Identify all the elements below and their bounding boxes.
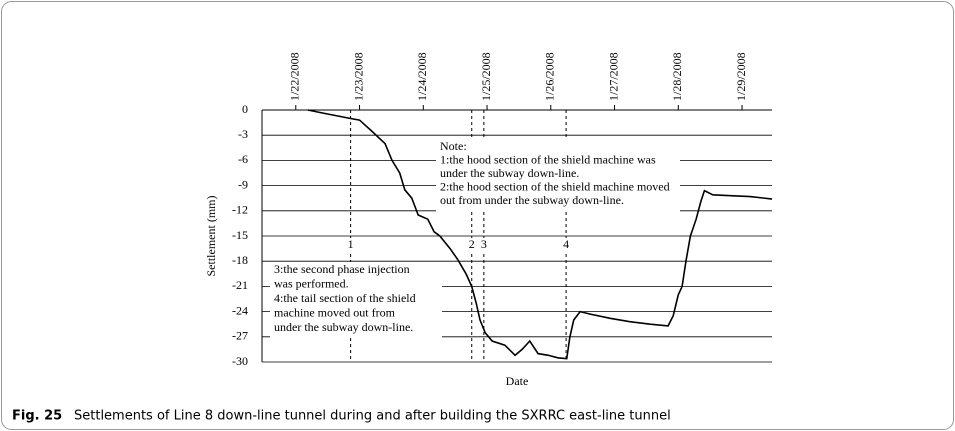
x-tick-label: 1/28/2008	[670, 52, 684, 101]
note-text: was performed.	[274, 276, 349, 290]
note-text: Note:	[440, 139, 467, 153]
x-tick-label: 1/22/2008	[288, 52, 302, 101]
y-tick-label: -3	[238, 127, 248, 141]
note-text: out from under the subway down-line.	[440, 193, 624, 207]
x-tick-label: 1/25/2008	[479, 52, 493, 101]
marker-label-bg	[345, 238, 356, 252]
note-box	[436, 140, 680, 212]
note-text: machine moved out from	[274, 305, 396, 319]
x-tick-label: 1/26/2008	[543, 52, 557, 101]
marker-label-bg	[561, 238, 572, 252]
y-tick-label: -9	[238, 177, 248, 191]
x-tick-label: 1/23/2008	[351, 52, 365, 101]
y-tick-label: -30	[232, 354, 248, 368]
y-tick-label: -21	[232, 278, 248, 292]
grid: 0 -3 -6 -9 -12 -15 -18 -21 -24 -27 -30 1/22/2008 1/2…	[232, 52, 772, 368]
marker-label: 3	[481, 237, 487, 251]
x-axis-label: Date	[506, 374, 529, 388]
note-text: 2:the hood section of the shield machine…	[440, 179, 670, 193]
chart-title: Settlements of Line 8 down-line tunnel d…	[74, 409, 671, 424]
note-text: 1:the hood section of the shield machine…	[440, 152, 656, 166]
marker-label-bg	[466, 238, 477, 252]
y-tick-label: -27	[232, 329, 248, 343]
x-tick-label: 1/29/2008	[734, 52, 748, 101]
note-text: under the subway down-line.	[274, 320, 413, 334]
y-tick-label: -24	[232, 303, 248, 317]
series-line	[307, 109, 773, 360]
marker-label: 1	[348, 237, 354, 251]
marker-label: 4	[563, 237, 569, 251]
figure-label: Fig. 25	[12, 409, 62, 424]
y-tick-label: -15	[232, 228, 248, 242]
notes: Note:1:the hood section of the shield ma…	[274, 139, 670, 334]
note-text: 3:the second phase injection	[274, 262, 410, 276]
y-tick-label: -6	[238, 152, 248, 166]
y-tick-label: 0	[242, 102, 248, 116]
note-box	[270, 262, 442, 338]
y-axis-label: Settlement (mm)	[204, 196, 218, 277]
x-tick-label: 1/24/2008	[415, 52, 429, 101]
note-text: 4:the tail section of the shield	[274, 291, 416, 305]
note-text: under the subway down-line.	[440, 166, 579, 180]
marker-label-bg	[478, 238, 489, 252]
y-tick-label: -12	[232, 203, 248, 217]
x-tick-label: 1/27/2008	[606, 52, 620, 101]
marker-label: 2	[469, 237, 475, 251]
y-tick-label: -18	[232, 253, 248, 267]
